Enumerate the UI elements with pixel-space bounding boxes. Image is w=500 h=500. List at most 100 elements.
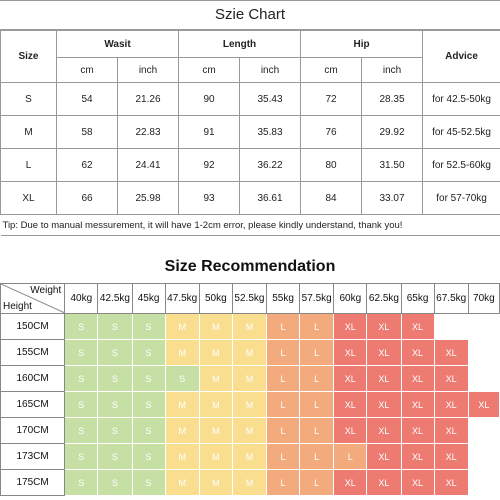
corner-height-label: Height — [3, 301, 32, 312]
height-row: 160CM S S S S M M L L XL XL XL XL — [0, 365, 500, 392]
size-grid-cell: XL — [333, 391, 368, 418]
height-label: 165CM — [0, 391, 66, 418]
size-chart-title: Szie Chart — [0, 0, 500, 30]
size-row: S 54 21.26 90 35.43 72 28.35 for 42.5-50kg — [0, 82, 500, 116]
size-grid-cell: M — [231, 443, 268, 470]
unit-length-inch: inch — [238, 57, 302, 83]
weight-header: 65kg — [400, 283, 435, 314]
size-grid-cell: L — [265, 443, 301, 470]
height-row: 165CM S S S M M M L L XL XL XL XL XL — [0, 391, 500, 418]
size-grid-cell: S — [97, 339, 133, 366]
size-grid-cell: S — [64, 417, 99, 444]
size-grid-cell: M — [164, 443, 200, 470]
size-cell-waist-cm: 54 — [56, 82, 118, 116]
size-grid-cell: L — [299, 391, 335, 418]
weight-header: 42.5kg — [97, 283, 133, 314]
size-cell-size: L — [0, 148, 57, 182]
height-row: 175CM S S S M M M L L XL XL XL XL — [0, 469, 500, 496]
weight-header: 57.5kg — [299, 283, 335, 314]
height-label: 170CM — [0, 417, 66, 444]
size-grid-cell: XL — [433, 391, 469, 418]
size-cell-waist-inch: 24.41 — [117, 148, 179, 182]
size-grid-cell: XL — [400, 391, 435, 418]
size-grid-cell: S — [131, 391, 166, 418]
size-cell-advice: for 57-70kg — [422, 181, 500, 215]
size-grid-cell: M — [164, 339, 200, 366]
size-grid-cell: S — [131, 469, 166, 496]
height-label: 160CM — [0, 365, 66, 392]
size-grid-cell: S — [131, 365, 166, 392]
size-grid-cell: L — [299, 443, 335, 470]
corner-weight-label: Weight — [30, 285, 62, 296]
size-cell-length-inch: 36.22 — [238, 148, 302, 182]
size-grid-cell: XL — [333, 339, 368, 366]
corner-cell: Weight Height — [0, 283, 66, 314]
size-grid-cell: M — [198, 443, 233, 470]
size-grid-cell: M — [231, 391, 268, 418]
weight-header: 55kg — [265, 283, 301, 314]
size-grid-cell: M — [231, 313, 268, 340]
size-cell-hip-inch: 28.35 — [361, 82, 424, 116]
weight-header: 52.5kg — [231, 283, 268, 314]
size-grid-cell: L — [333, 443, 368, 470]
size-cell-advice: for 42.5-50kg — [422, 82, 500, 116]
size-row: XL 66 25.98 93 36.61 84 33.07 for 57-70kg — [0, 181, 500, 215]
size-cell-waist-inch: 21.26 — [117, 82, 179, 116]
size-cell-length-cm: 93 — [178, 181, 240, 215]
size-cell-hip-cm: 84 — [300, 181, 363, 215]
size-cell-waist-cm: 66 — [56, 181, 118, 215]
size-cell-size: XL — [0, 181, 57, 215]
size-grid-cell: S — [164, 365, 200, 392]
height-label: 173CM — [0, 443, 66, 470]
weight-header: 60kg — [333, 283, 368, 314]
size-cell-size: M — [0, 115, 57, 149]
size-cell-waist-inch: 22.83 — [117, 115, 179, 149]
size-grid-cell: M — [231, 417, 268, 444]
size-grid-cell: XL — [400, 443, 435, 470]
header-waist: Wasit — [56, 30, 179, 58]
size-grid-cell: XL — [467, 391, 500, 418]
size-grid-cell: M — [164, 417, 200, 444]
size-grid-cell: M — [198, 313, 233, 340]
size-grid-cell: S — [131, 339, 166, 366]
size-grid-cell: XL — [433, 339, 469, 366]
header-length: Length — [177, 30, 302, 58]
size-grid-cell — [467, 313, 500, 340]
recommendation-table: Weight Height 40kg 42.5kg 45kg 47.5kg 50kg 52… — [0, 283, 500, 496]
height-row: 155CM S S S M M M L L XL XL XL XL — [0, 339, 500, 366]
size-grid-cell: M — [198, 365, 233, 392]
size-grid-cell — [467, 417, 500, 444]
size-grid-cell: L — [265, 339, 301, 366]
recommendation-title: Size Recommendation — [164, 258, 336, 275]
size-grid-cell: M — [198, 339, 233, 366]
size-grid-cell: XL — [366, 339, 402, 366]
height-label: 150CM — [0, 313, 66, 340]
height-row: 170CM S S S M M M L L XL XL XL XL — [0, 417, 500, 444]
header-advice: Advice — [422, 30, 500, 83]
size-grid-cell: XL — [400, 313, 435, 340]
size-grid-cell: XL — [366, 417, 402, 444]
size-grid-cell: L — [299, 313, 335, 340]
size-grid-cell: M — [231, 469, 268, 496]
size-grid-cell — [467, 443, 500, 470]
unit-hip-inch: inch — [361, 57, 424, 83]
height-label: 175CM — [0, 469, 66, 496]
unit-hip-cm: cm — [300, 57, 363, 83]
size-chart-table: Size Wasit Length Hip Advice cm inch cm … — [0, 30, 500, 236]
size-grid-cell: M — [231, 339, 268, 366]
size-row: L 62 24.41 92 36.22 80 31.50 for 52.5-60kg — [0, 148, 500, 182]
size-grid-cell: XL — [366, 443, 402, 470]
weight-header: 47.5kg — [164, 283, 200, 314]
size-cell-waist-cm: 58 — [56, 115, 118, 149]
size-grid-cell: XL — [433, 417, 469, 444]
size-grid-cell: S — [131, 443, 166, 470]
size-grid-cell: L — [265, 469, 301, 496]
size-grid-cell: XL — [400, 365, 435, 392]
size-grid-cell: XL — [366, 469, 402, 496]
size-cell-length-cm: 92 — [178, 148, 240, 182]
size-grid-cell: L — [265, 417, 301, 444]
size-grid-cell — [433, 313, 469, 340]
size-grid-cell: M — [164, 469, 200, 496]
size-grid-cell: XL — [400, 417, 435, 444]
size-grid-cell: S — [64, 469, 99, 496]
